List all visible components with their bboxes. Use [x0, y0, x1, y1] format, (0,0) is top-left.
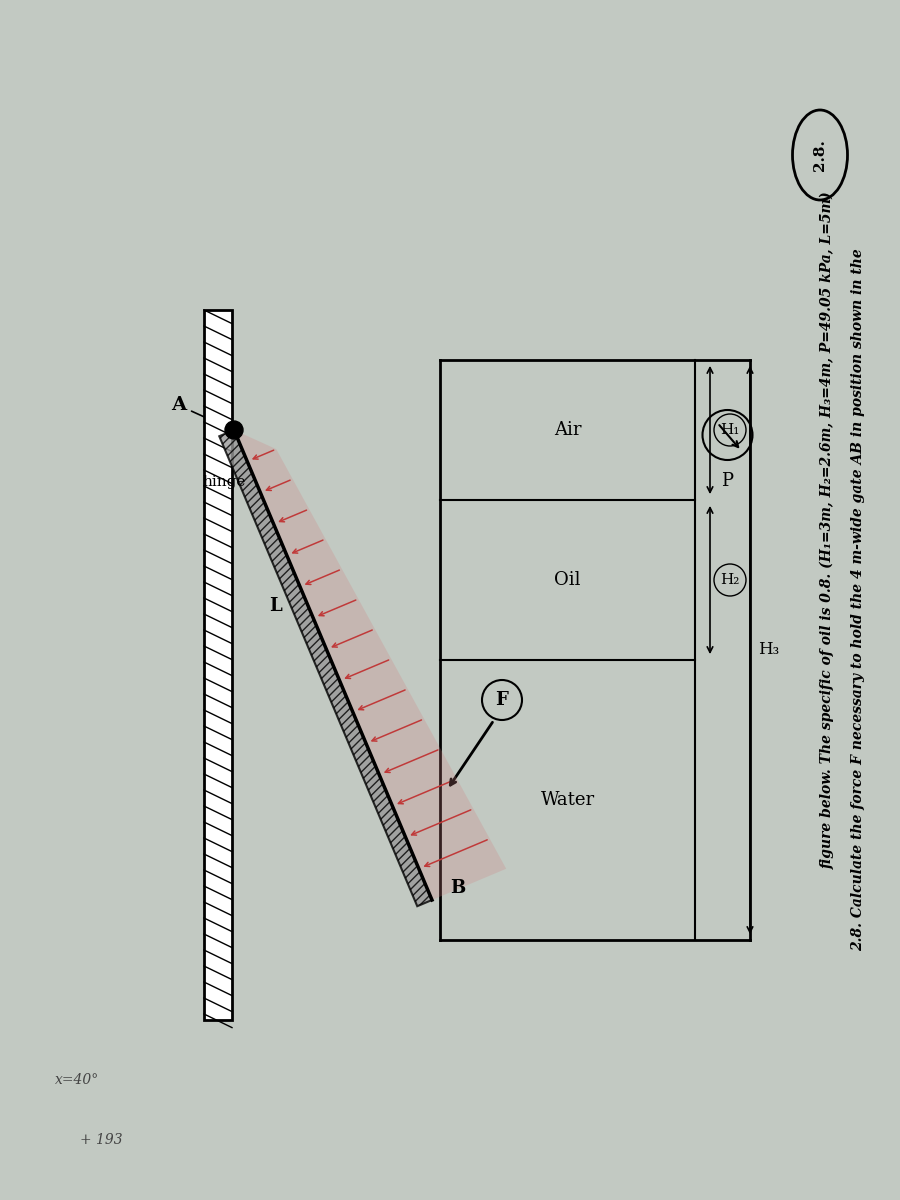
Polygon shape [220, 430, 432, 906]
Text: figure below. The specific of oil is 0.8. (H₁=3m, H₂=2.6m, H₃=4m, P=49.05 kPa, L: figure below. The specific of oil is 0.8… [821, 191, 835, 869]
Text: B: B [450, 878, 465, 898]
Text: 2.8.: 2.8. [813, 139, 827, 170]
Polygon shape [234, 430, 506, 900]
Text: L: L [269, 598, 282, 616]
Text: A: A [171, 396, 186, 414]
Text: 2.8. Calculate the force F necessary to hold the 4 m-wide gate AB in position sh: 2.8. Calculate the force F necessary to … [851, 248, 865, 952]
Text: P: P [722, 472, 734, 490]
Text: + 193: + 193 [80, 1133, 122, 1147]
Text: Water: Water [540, 791, 595, 809]
Text: Air: Air [554, 421, 581, 439]
Text: x=40°: x=40° [55, 1073, 99, 1087]
Text: hinge: hinge [202, 475, 246, 490]
Text: F: F [496, 691, 508, 709]
Text: Oil: Oil [554, 571, 580, 589]
Circle shape [225, 421, 243, 439]
Bar [204, 310, 232, 1020]
Text: H₁: H₁ [720, 422, 740, 437]
Text: H₃: H₃ [758, 642, 779, 659]
Text: H₂: H₂ [720, 572, 740, 587]
